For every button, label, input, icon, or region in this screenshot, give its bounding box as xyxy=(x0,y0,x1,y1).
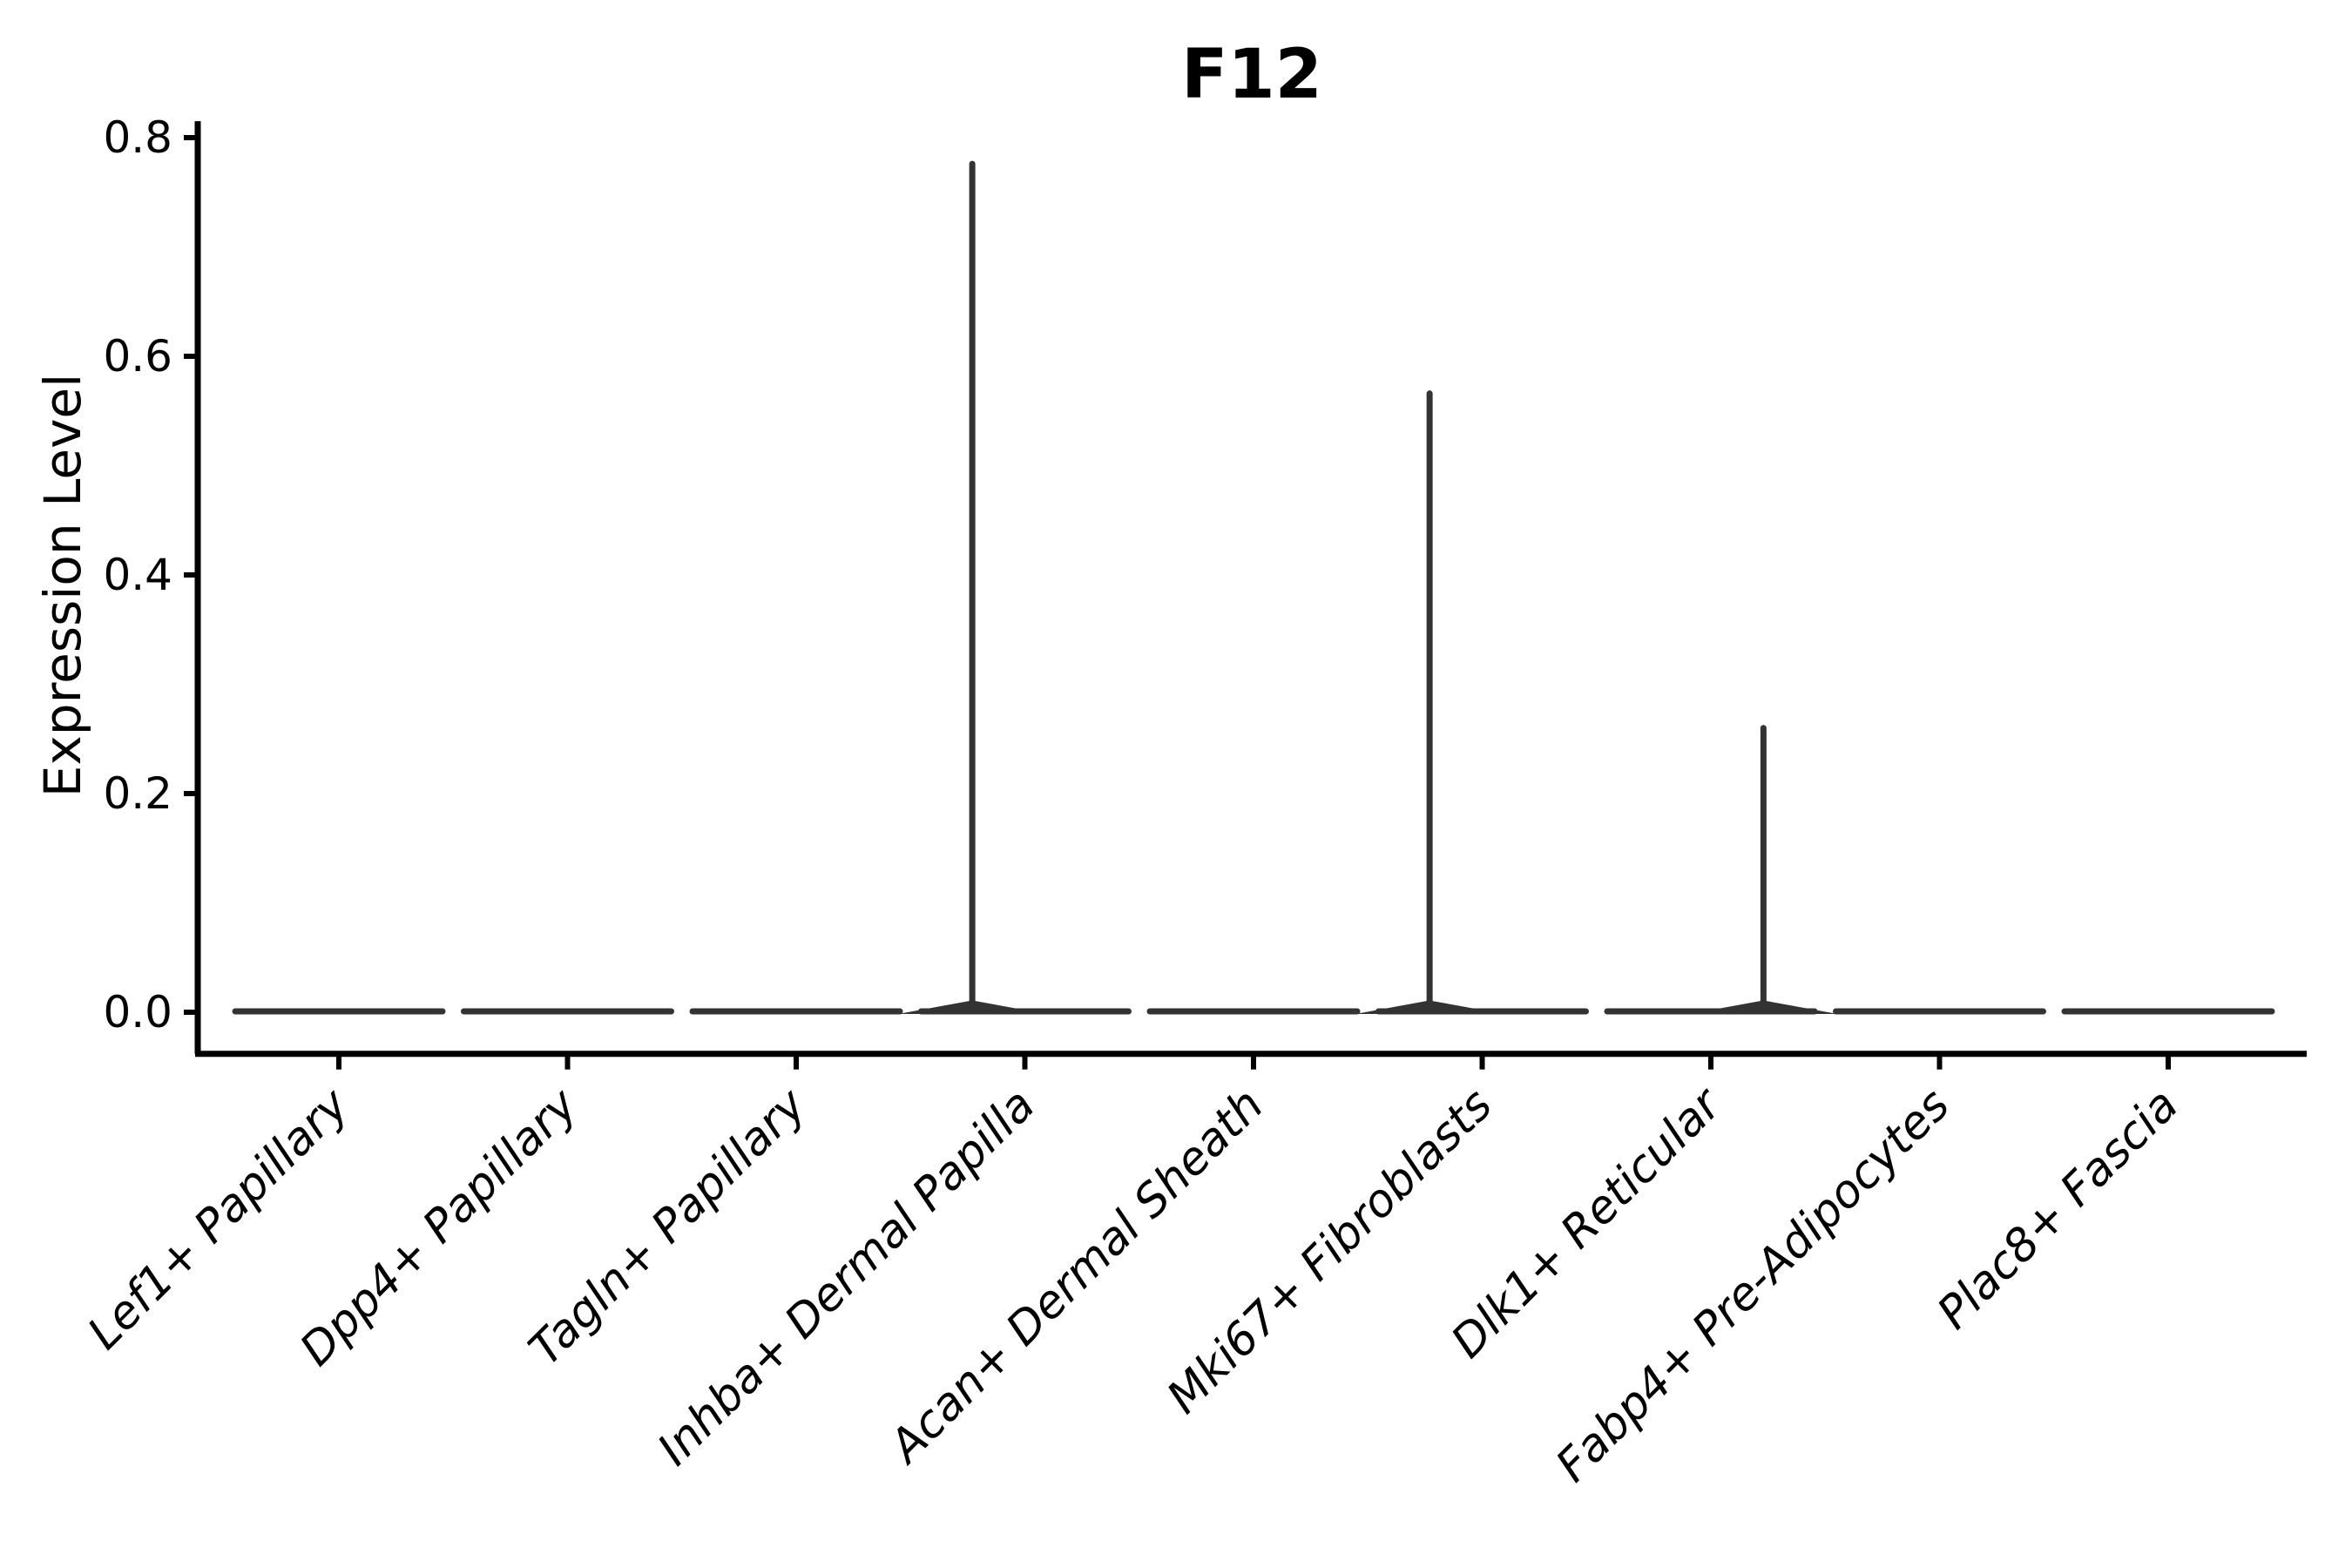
x-tick-label: Acan+ Dermal Sheath xyxy=(878,1078,1274,1474)
y-tick-label: 0.2 xyxy=(103,768,172,819)
x-tick-label: Inhba+ Dermal Papilla xyxy=(648,1078,1045,1476)
y-tick-label: 0.0 xyxy=(103,987,172,1037)
chart-title: F12 xyxy=(1181,36,1322,114)
y-tick-label: 0.8 xyxy=(103,112,172,163)
y-axis-label: Expression Level xyxy=(33,374,92,797)
y-tick-label: 0.6 xyxy=(103,331,172,382)
x-tick-label: Fabp4+ Pre-Adipocytes xyxy=(1546,1078,1960,1492)
x-tick-label: Plac8+ Fascia xyxy=(1928,1078,2188,1339)
y-tick-label: 0.4 xyxy=(103,550,172,600)
